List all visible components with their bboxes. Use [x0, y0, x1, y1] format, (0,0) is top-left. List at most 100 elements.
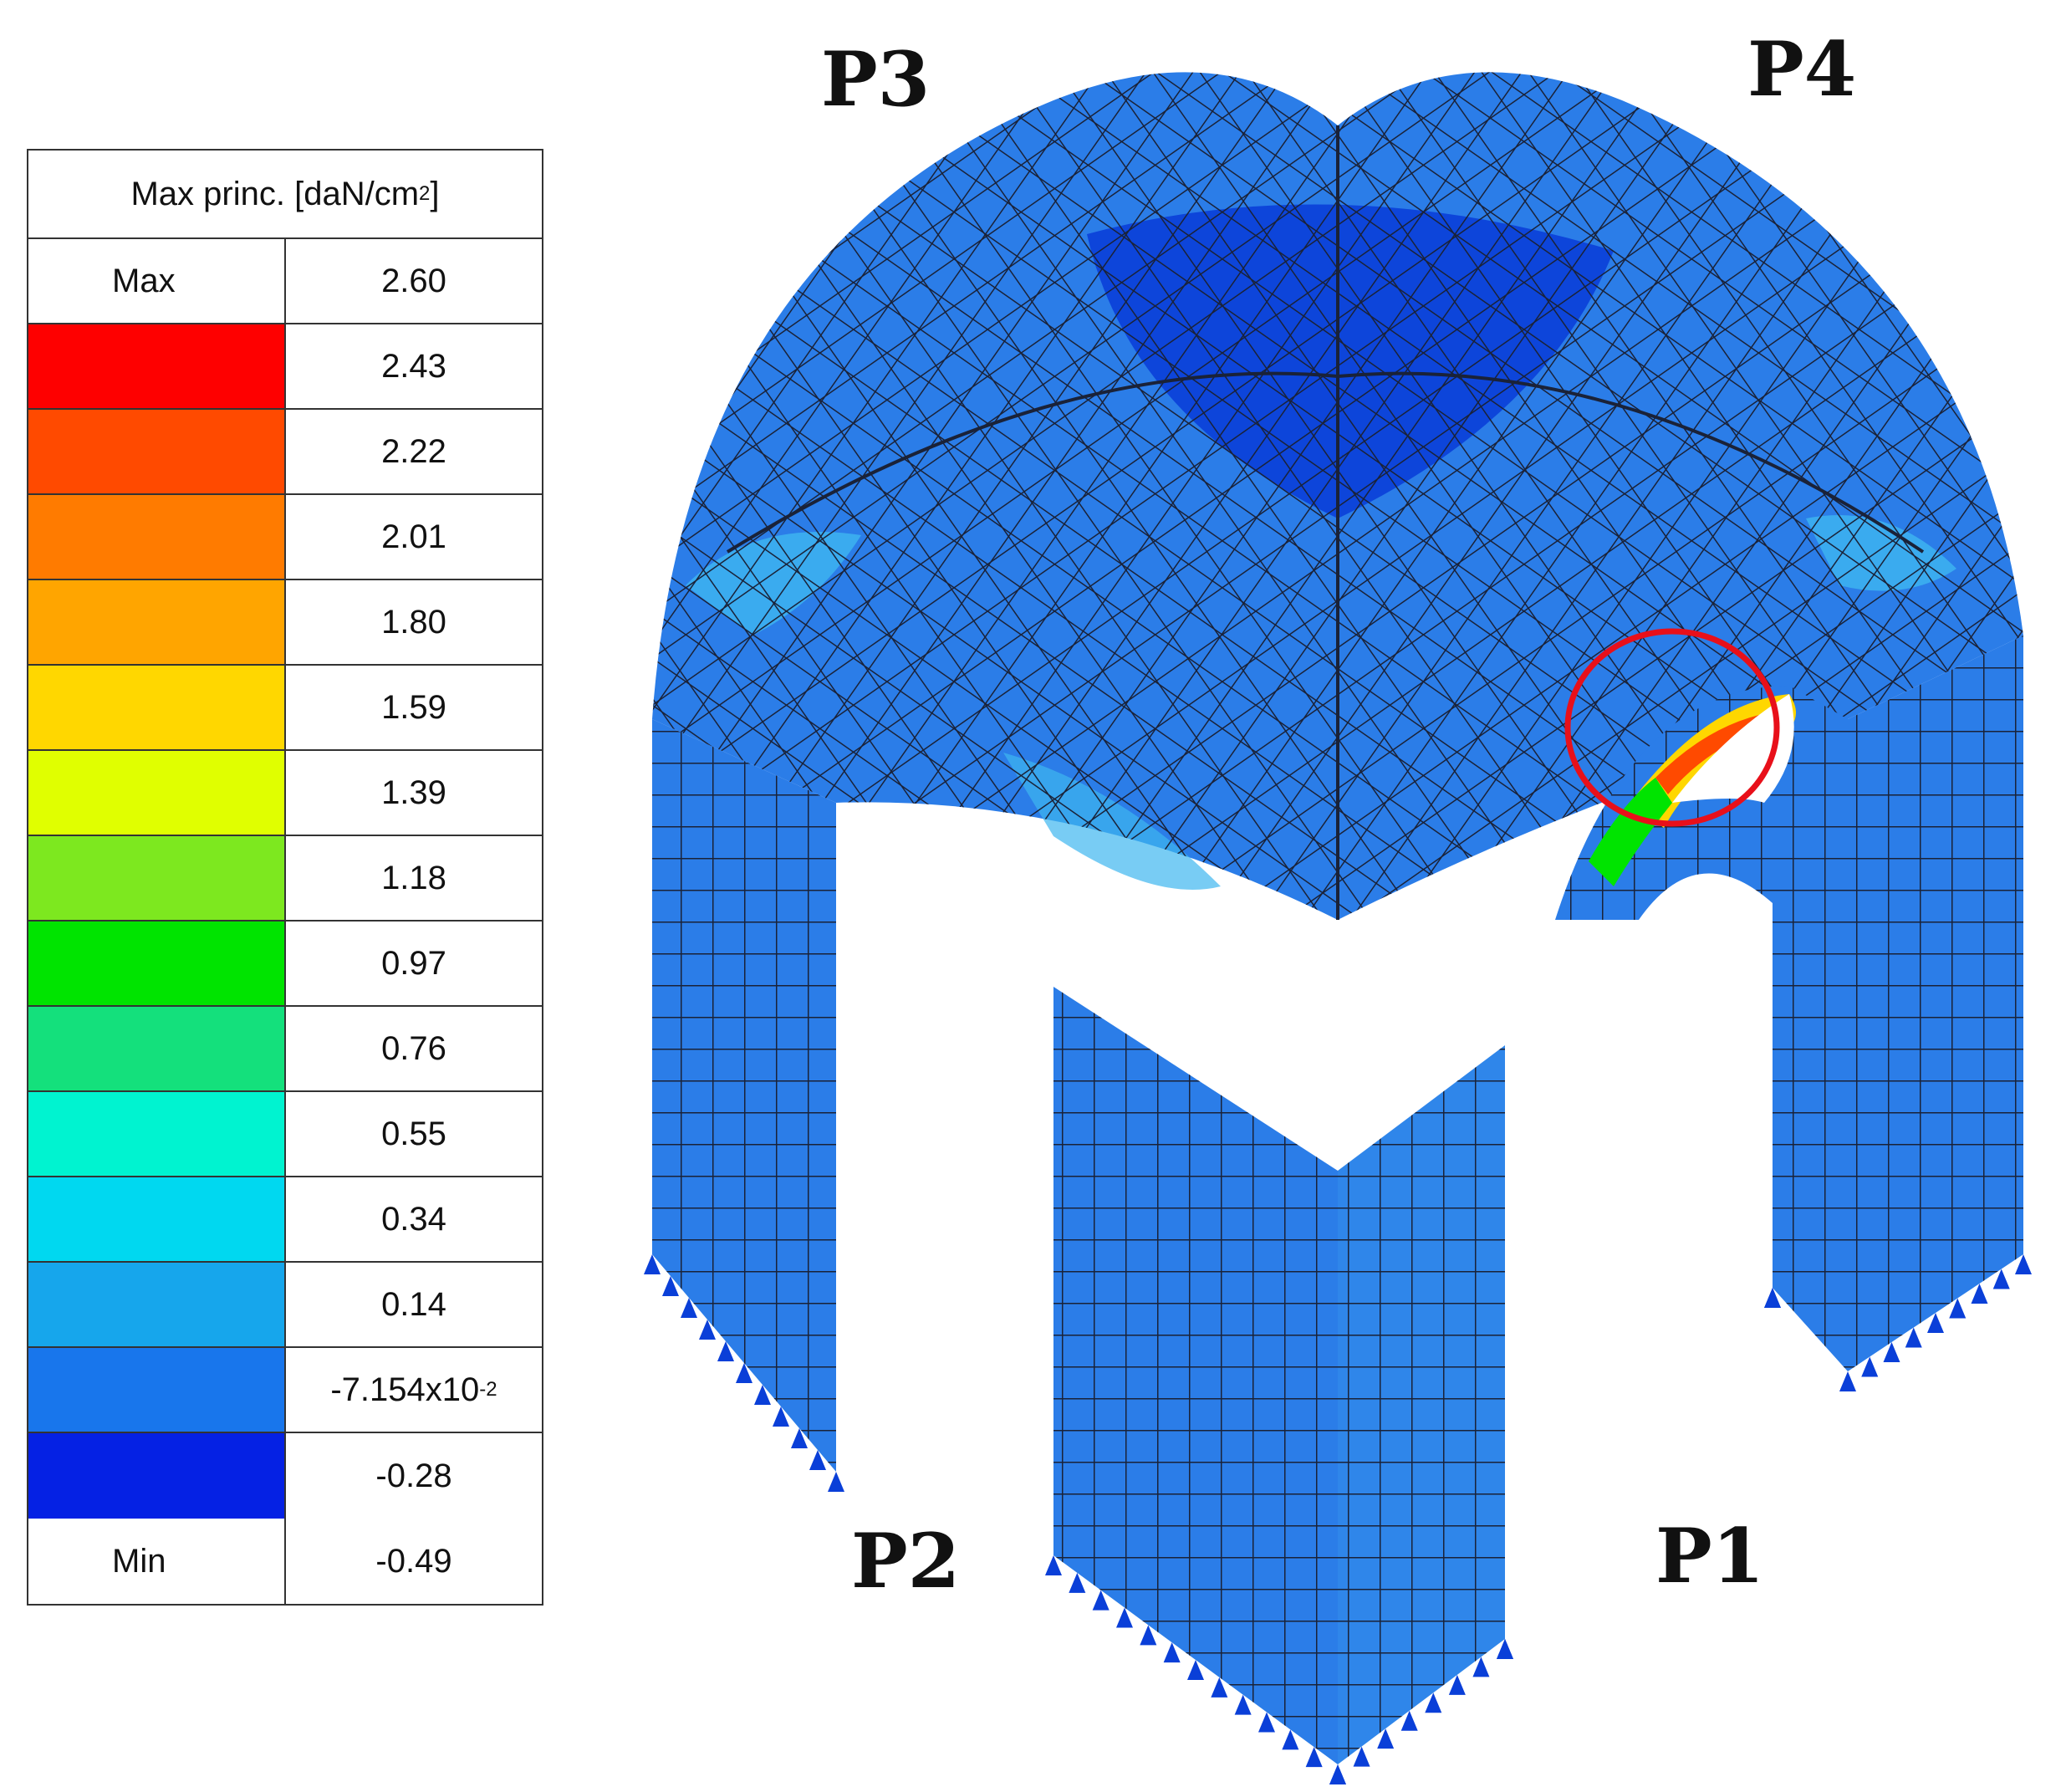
pier-label-p2: P2	[851, 1517, 961, 1606]
legend-band-row: 1.59	[28, 666, 542, 751]
legend-band-row: 0.55	[28, 1092, 542, 1177]
support-markers	[644, 1254, 2032, 1784]
support-triangle	[1234, 1694, 1252, 1715]
legend-band-row: 0.34	[28, 1177, 542, 1263]
support-triangle	[1839, 1371, 1856, 1391]
support-triangle	[828, 1472, 844, 1492]
legend-band-value: 0.14	[381, 1285, 446, 1323]
support-triangle	[1949, 1298, 1967, 1319]
stress-legend: Max princ. [daN/cm 2] Max 2.60 2.43 2.22 2.…	[27, 149, 543, 1606]
vault-shell	[652, 72, 2023, 920]
legend-band-value: 1.18	[381, 859, 446, 896]
support-triangle	[1305, 1747, 1323, 1768]
legend-min-value: -0.49	[375, 1542, 452, 1580]
fe-model-view: P3 P4 P2 P1	[585, 0, 2066, 1788]
support-triangle	[1971, 1284, 1988, 1304]
legend-max-label: Max	[28, 239, 286, 323]
legend-band-row: -7.154x10 -2	[28, 1348, 542, 1433]
support-triangle	[809, 1450, 826, 1470]
legend-row-max: Max 2.60	[28, 239, 542, 324]
legend-band-value: 2.01	[381, 518, 446, 555]
support-triangle	[717, 1341, 734, 1361]
support-triangle	[1282, 1729, 1299, 1750]
legend-band-row: 1.39	[28, 751, 542, 836]
legend-band-value: 0.55	[381, 1115, 446, 1152]
support-triangle	[1140, 1625, 1157, 1646]
legend-color-swatch	[28, 1263, 286, 1346]
legend-min-label: Min	[28, 1519, 286, 1604]
legend-band-value: 2.43	[381, 347, 446, 385]
support-triangle	[1187, 1660, 1204, 1680]
support-triangle	[1861, 1356, 1879, 1377]
legend-color-swatch	[28, 580, 286, 664]
legend-color-swatch	[28, 836, 286, 920]
legend-band-row: 1.80	[28, 580, 542, 666]
legend-color-swatch	[28, 324, 286, 408]
support-triangle	[1472, 1657, 1490, 1677]
legend-band-value: 1.59	[381, 688, 446, 726]
legend-band-value: -0.28	[375, 1457, 452, 1494]
support-triangle	[644, 1254, 661, 1274]
legend-band-value-mantissa: -7.154x10	[330, 1371, 480, 1408]
support-triangle	[662, 1276, 679, 1296]
legend-color-swatch	[28, 1092, 286, 1176]
support-triangle	[754, 1385, 771, 1405]
legend-title: Max princ. [daN/cm 2]	[28, 151, 542, 239]
support-triangle	[1069, 1572, 1086, 1593]
legend-color-swatch	[28, 922, 286, 1005]
support-triangle	[1883, 1342, 1900, 1362]
support-triangle	[1258, 1712, 1275, 1733]
legend-band-value: 0.34	[381, 1200, 446, 1238]
support-triangle	[1905, 1327, 1922, 1348]
support-triangle	[1764, 1288, 1781, 1308]
legend-band-value: 2.22	[381, 432, 446, 470]
legend-band-row: 1.18	[28, 836, 542, 922]
legend-color-swatch	[28, 410, 286, 493]
support-triangle	[1116, 1607, 1133, 1628]
support-triangle	[699, 1320, 716, 1340]
legend-band-row: -0.28	[28, 1433, 542, 1519]
legend-band-value: 0.76	[381, 1029, 446, 1067]
cross-vault-mesh	[644, 72, 2032, 1784]
legend-band-value: -7.154x10 -2	[286, 1348, 542, 1432]
support-triangle	[1211, 1677, 1228, 1698]
support-triangle	[1425, 1692, 1442, 1713]
legend-color-swatch	[28, 495, 286, 579]
support-triangle	[1992, 1269, 2010, 1289]
legend-color-swatch	[28, 666, 286, 749]
pier-label-p4: P4	[1747, 25, 1857, 114]
legend-band-row: 2.43	[28, 324, 542, 410]
legend-color-swatch	[28, 1348, 286, 1432]
critical-zone-circle	[1564, 628, 1780, 827]
legend-band-value: 1.39	[381, 773, 446, 811]
legend-band-row: 0.97	[28, 922, 542, 1007]
legend-band-row: 0.14	[28, 1263, 542, 1348]
legend-band-value: 0.97	[381, 944, 446, 982]
pier-right-wall	[1848, 636, 2023, 1371]
support-triangle	[1497, 1639, 1513, 1659]
support-triangle	[1400, 1710, 1418, 1731]
support-triangle	[2015, 1254, 2032, 1274]
legend-color-swatch	[28, 1433, 286, 1519]
support-triangle	[1045, 1555, 1062, 1575]
support-triangle	[1092, 1590, 1110, 1611]
legend-band-row: 0.76	[28, 1007, 542, 1092]
support-triangle	[1927, 1313, 1944, 1333]
legend-band-row: 2.22	[28, 410, 542, 495]
arch-opening-p2-p3	[836, 803, 1053, 1555]
support-triangle	[1448, 1674, 1466, 1695]
support-triangle	[773, 1407, 789, 1427]
legend-band-row: 2.01	[28, 495, 542, 580]
legend-max-value: 2.60	[381, 262, 446, 299]
support-triangle	[791, 1428, 808, 1448]
legend-row-min: Min -0.49	[28, 1519, 542, 1604]
support-triangle	[1163, 1642, 1181, 1663]
support-triangle	[736, 1363, 752, 1383]
legend-color-swatch	[28, 1177, 286, 1261]
support-triangle	[681, 1298, 697, 1318]
arch-opening-p1-p2	[1505, 903, 1773, 1639]
legend-bands: 2.43 2.22 2.01 1.80 1.59 1.39 1.18 0.97 0.76 0.55…	[28, 324, 542, 1519]
legend-color-swatch	[28, 751, 286, 835]
legend-color-swatch	[28, 1007, 286, 1090]
pier-front-corner	[1053, 987, 1505, 1764]
